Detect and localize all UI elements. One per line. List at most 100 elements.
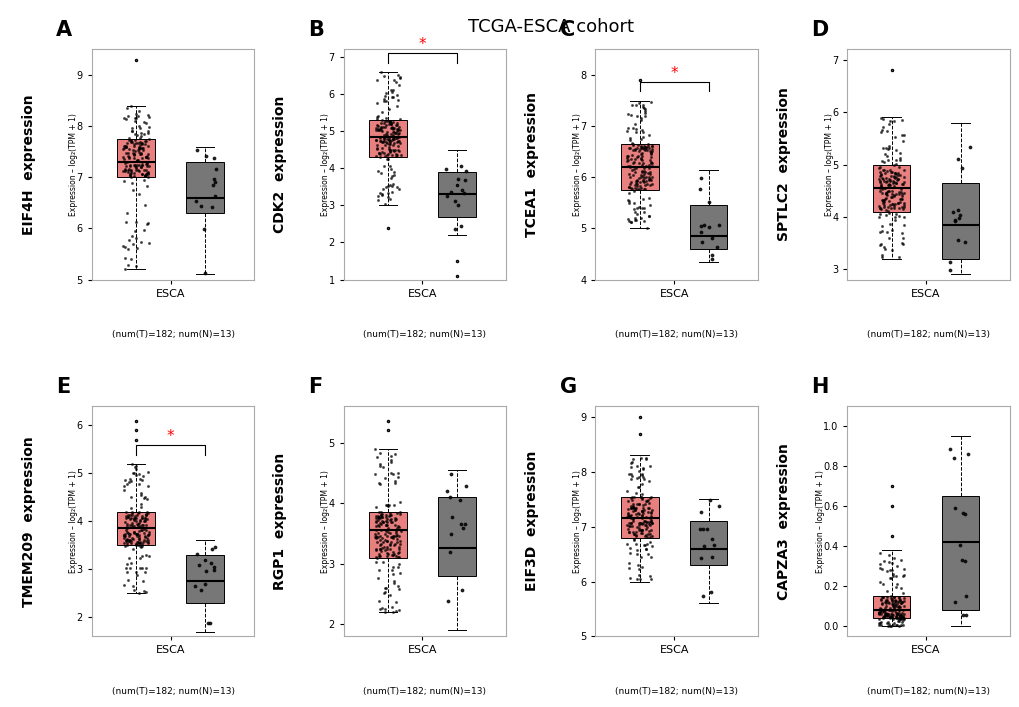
Point [118,141,135,152]
Point [887,581,903,592]
Point [389,141,406,152]
Point [379,138,395,149]
Point [132,132,149,144]
Point [879,144,896,155]
Point [386,530,403,542]
Point [634,154,650,165]
Point [628,162,644,173]
Point [886,170,902,182]
Point [708,241,725,252]
Point [894,178,910,189]
Point [890,595,906,607]
Point [126,115,143,127]
Point [129,508,146,519]
Point [695,220,711,231]
Point [382,139,398,150]
Point [638,523,654,534]
Point [137,175,153,186]
Point [139,218,155,229]
Point [620,142,636,153]
Point [121,168,138,180]
Point [377,129,393,140]
Point [633,506,649,517]
Point [633,510,649,521]
Point [703,249,719,260]
Point [884,568,901,579]
Point [120,528,137,539]
Text: E: E [56,377,70,397]
Point [125,167,142,178]
Point [117,163,133,175]
Point [118,156,135,168]
Point [377,90,393,102]
Point [872,127,889,138]
Point [621,187,637,199]
Text: C: C [559,21,575,40]
Point [887,597,903,609]
Point [133,541,150,552]
Point [880,199,897,211]
Point [691,184,707,195]
Point [125,533,142,544]
Point [201,617,217,629]
Point [883,600,900,611]
Point [881,175,898,187]
Point [892,619,908,631]
Point [122,491,139,503]
Point [375,132,391,144]
Point [130,160,147,171]
Point [381,589,397,600]
PathPatch shape [621,496,658,538]
Point [384,549,400,560]
Point [627,153,643,165]
Point [637,496,653,507]
Point [698,523,714,534]
Point [369,111,385,122]
Point [131,105,148,117]
Point [638,516,654,527]
Point [882,599,899,610]
Point [893,115,909,126]
Point [124,230,141,242]
Point [627,166,643,177]
Point [888,178,904,189]
Point [638,223,654,234]
Point [890,251,906,262]
Point [120,153,137,164]
Point [389,117,406,128]
Point [640,192,656,204]
Point [118,519,135,530]
Point [368,524,384,535]
Point [118,506,135,518]
Point [634,193,650,204]
Point [385,84,401,95]
Point [890,621,906,632]
Point [643,178,659,189]
Point [886,200,902,211]
Point [373,107,389,118]
Point [624,503,640,514]
Point [115,144,131,155]
PathPatch shape [117,512,155,545]
Point [382,136,398,147]
Point [886,591,902,602]
Point [119,566,136,578]
Point [881,115,898,127]
Point [373,117,389,129]
Point [946,216,962,227]
Point [635,144,651,155]
Point [872,620,889,631]
Point [390,183,407,194]
Point [367,516,383,527]
PathPatch shape [438,497,475,575]
Point [390,79,407,90]
Point [871,547,888,559]
Point [128,528,145,539]
Point [133,153,150,164]
Text: B: B [308,21,323,40]
Point [637,543,653,554]
Point [118,141,135,153]
Point [873,220,890,231]
Point [380,187,396,199]
Text: (num(T)=182; num(N)=13): (num(T)=182; num(N)=13) [111,330,234,339]
